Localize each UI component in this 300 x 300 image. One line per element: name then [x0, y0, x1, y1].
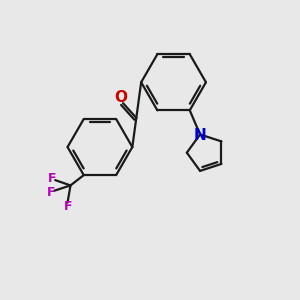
Text: F: F: [64, 200, 72, 213]
Text: F: F: [47, 172, 56, 185]
Text: O: O: [115, 90, 128, 105]
Text: F: F: [46, 186, 55, 199]
Text: N: N: [194, 128, 207, 142]
